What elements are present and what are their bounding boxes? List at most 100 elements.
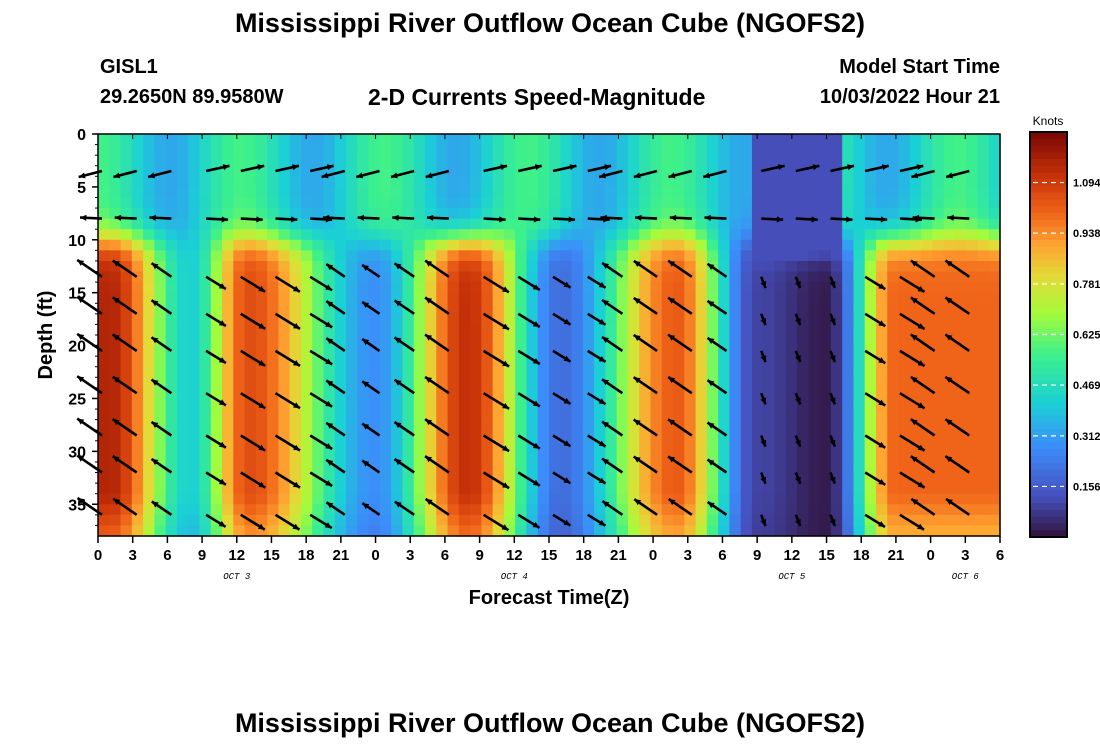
heatmap-cell	[447, 356, 460, 368]
heatmap-cell	[706, 504, 719, 516]
current-vector	[794, 514, 802, 527]
heatmap-cell	[424, 335, 437, 347]
heatmap-cell	[210, 398, 223, 410]
heatmap-cell	[300, 366, 313, 378]
heatmap-cell	[447, 398, 460, 410]
heatmap-cell	[729, 419, 742, 431]
current-vector	[587, 349, 607, 364]
heatmap-cell	[695, 155, 708, 167]
heatmap-cell	[560, 197, 573, 209]
heatmap-cell	[470, 303, 482, 315]
heatmap-cell	[627, 208, 640, 220]
heatmap-cell	[492, 134, 505, 146]
heatmap-cell	[199, 229, 212, 241]
heatmap-cell	[887, 335, 900, 347]
heatmap-cell	[98, 514, 110, 527]
heatmap-cell	[887, 155, 900, 167]
heatmap-cell	[470, 472, 482, 484]
heatmap-cell	[368, 324, 381, 336]
heatmap-cell	[424, 377, 437, 389]
heatmap-cell	[312, 155, 325, 167]
heatmap-cell	[785, 430, 798, 442]
heatmap-cell	[436, 229, 449, 241]
heatmap-cell	[109, 483, 122, 495]
heatmap-cell	[165, 493, 178, 505]
heatmap-cell	[413, 176, 426, 188]
heatmap-cell	[300, 377, 313, 389]
heatmap-cell	[503, 398, 516, 410]
heatmap-cell	[165, 419, 178, 431]
heatmap-cell	[549, 313, 561, 326]
heatmap-cell	[751, 366, 764, 378]
heatmap-cell	[199, 165, 212, 177]
heatmap-cell	[751, 303, 764, 315]
heatmap-cell	[165, 313, 178, 326]
heatmap-cell	[627, 282, 640, 294]
current-vector	[483, 164, 508, 173]
heatmap-cell	[909, 345, 922, 357]
heatmap-cell	[853, 387, 866, 400]
heatmap-cell	[368, 451, 381, 463]
heatmap-cell	[391, 186, 404, 199]
heatmap-cell	[413, 292, 426, 304]
heatmap-cell	[424, 165, 437, 177]
heatmap-cell	[210, 144, 223, 156]
heatmap-cell	[244, 366, 257, 378]
heatmap-cell	[932, 197, 945, 209]
heatmap-cell	[718, 134, 731, 146]
heatmap-cell	[729, 335, 742, 347]
heatmap-cell	[131, 483, 144, 495]
heatmap-cell	[346, 430, 358, 442]
heatmap-cell	[526, 345, 539, 357]
heatmap-cell	[312, 229, 325, 241]
heatmap-cell	[143, 483, 155, 495]
heatmap-cell	[673, 208, 685, 220]
heatmap-cell	[921, 398, 933, 410]
heatmap-cell	[661, 197, 674, 209]
heatmap-cell	[120, 165, 133, 177]
heatmap-cell	[921, 472, 933, 484]
heatmap-cell	[357, 472, 370, 484]
heatmap-cell	[289, 525, 302, 537]
heatmap-cell	[233, 398, 246, 410]
heatmap-cell	[774, 313, 787, 326]
heatmap-cell	[357, 292, 370, 304]
current-vector	[111, 375, 138, 395]
heatmap-cell	[943, 229, 956, 241]
heatmap-cell	[966, 186, 979, 199]
heatmap-cell	[492, 514, 505, 527]
heatmap-cell	[571, 504, 584, 516]
heatmap-cell	[616, 504, 629, 516]
heatmap-cell	[255, 461, 268, 474]
heatmap-cell	[627, 271, 640, 283]
heatmap-cell	[312, 335, 325, 347]
heatmap-cell	[199, 387, 212, 400]
heatmap-cell	[695, 271, 708, 283]
heatmap-cell	[808, 472, 821, 484]
heatmap-cell	[424, 493, 437, 505]
heatmap-cell	[594, 451, 606, 463]
heatmap-cell	[932, 430, 945, 442]
heatmap-cell	[447, 472, 460, 484]
heatmap-cell	[808, 345, 821, 357]
heatmap-cell	[751, 250, 764, 262]
heatmap-cell	[199, 504, 212, 516]
heatmap-cell	[560, 451, 573, 463]
heatmap-cell	[267, 250, 280, 262]
heatmap-cell	[695, 377, 708, 389]
current-vector	[598, 169, 623, 179]
heatmap-cell	[706, 387, 719, 400]
heatmap-cell	[977, 377, 990, 389]
heatmap-cell	[695, 165, 708, 177]
heatmap-cell	[267, 271, 280, 283]
current-vector	[111, 418, 138, 437]
current-vector	[829, 472, 837, 485]
heatmap-cell	[842, 409, 855, 421]
heatmap-cell	[210, 504, 223, 516]
heatmap-cell	[492, 186, 505, 199]
heatmap-cell	[966, 208, 979, 220]
heatmap-cell	[334, 229, 347, 241]
heatmap-cell	[740, 186, 753, 199]
heatmap-cell	[988, 440, 1001, 452]
heatmap-cell	[988, 144, 1001, 156]
